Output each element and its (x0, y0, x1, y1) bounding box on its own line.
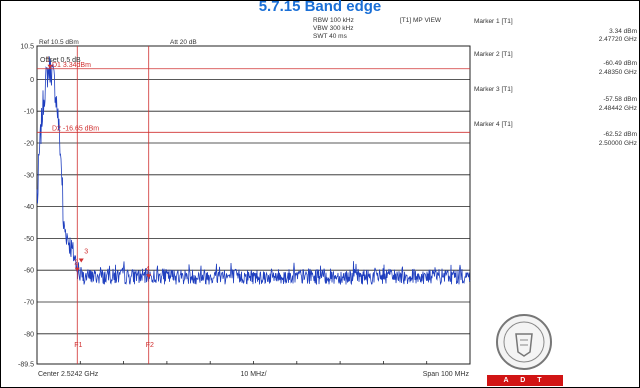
y-tick-label: -10 (24, 109, 34, 116)
attenuation-label: Att 20 dB (170, 39, 197, 46)
certification-seal-icon (496, 314, 552, 370)
marker-2-label: 2 (74, 260, 78, 267)
marker-overlays: D1 3.34dBm D2 -16.65 dBm F1 F2 1 23 4 (37, 46, 470, 364)
y-tick-label: 10.5 (20, 44, 34, 51)
display-line-d1-label: D1 3.34dBm (52, 62, 91, 69)
marker-4-level: -62.52 dBm (603, 131, 637, 138)
y-tick-label: -89.5 (18, 362, 34, 369)
marker-1-label: 1 (46, 57, 50, 64)
marker-1-level: 3.34 dBm (609, 28, 637, 35)
marker-1-frequency: 2.47720 GHz (598, 36, 637, 43)
marker-3-title: Marker 3 [T1] (474, 86, 513, 93)
trace-mode-label: [T1] MP VIEW (400, 17, 442, 24)
marker-2-symbol (74, 267, 80, 272)
marker-3-symbol (78, 258, 84, 263)
rbw-setting: RBW 100 kHz (313, 17, 354, 24)
y-tick-label: -60 (24, 268, 34, 275)
marker-4-symbol (146, 274, 152, 279)
plot-border (36, 45, 471, 365)
span-label: Span 100 MHz (423, 371, 470, 378)
y-tick-label: -50 (24, 236, 34, 243)
offset-label: Offset 0.5 dB (40, 57, 81, 64)
display-line-d2-label: D2 -16.65 dBm (52, 125, 99, 132)
y-tick-label: -70 (24, 299, 34, 306)
page-title: 5.7.15 Band edge (258, 0, 382, 15)
marker-1-symbol (47, 64, 53, 69)
y-tick-label: -20 (24, 140, 34, 147)
marker-3-label: 3 (84, 248, 88, 255)
marker-2-title: Marker 2 [T1] (474, 51, 513, 58)
reference-level-label: Ref 10.5 dBm (39, 39, 79, 46)
plot-grid (36, 45, 471, 365)
vbw-setting: VBW 300 kHz (313, 25, 354, 32)
adt-logo-bar: A D T (487, 375, 563, 386)
y-tick-label: -40 (24, 204, 34, 211)
y-tick-label: -30 (24, 172, 34, 179)
y-tick-label: -80 (24, 331, 34, 338)
marker-4-label: 4 (146, 266, 150, 273)
marker-1-title: Marker 1 [T1] (474, 18, 513, 25)
sweep-time-setting: SWT 40 ms (313, 33, 347, 40)
marker-4-title: Marker 4 [T1] (474, 121, 513, 128)
marker-3-level: -57.58 dBm (603, 96, 637, 103)
spectrum-trace (36, 56, 471, 286)
marker-2-level: -60.49 dBm (603, 60, 637, 67)
frequency-line-f1-label: F1 (74, 342, 82, 349)
y-axis-labels: 10.5 0 -10 -20 -30 -40 -50 -60 -70 -80 -89.5 (18, 44, 34, 369)
marker-3-frequency: 2.48442 GHz (598, 105, 637, 112)
center-frequency-label: Center 2.5242 GHz (38, 371, 99, 378)
spectrum-trace-line (36, 56, 471, 286)
marker-2-frequency: 2.48350 GHz (598, 69, 637, 76)
y-tick-label: 0 (30, 77, 34, 84)
marker-4-frequency: 2.50000 GHz (598, 140, 637, 147)
frequency-line-f2-label: F2 (146, 342, 154, 349)
per-division-label: 10 MHz/ (240, 371, 266, 378)
